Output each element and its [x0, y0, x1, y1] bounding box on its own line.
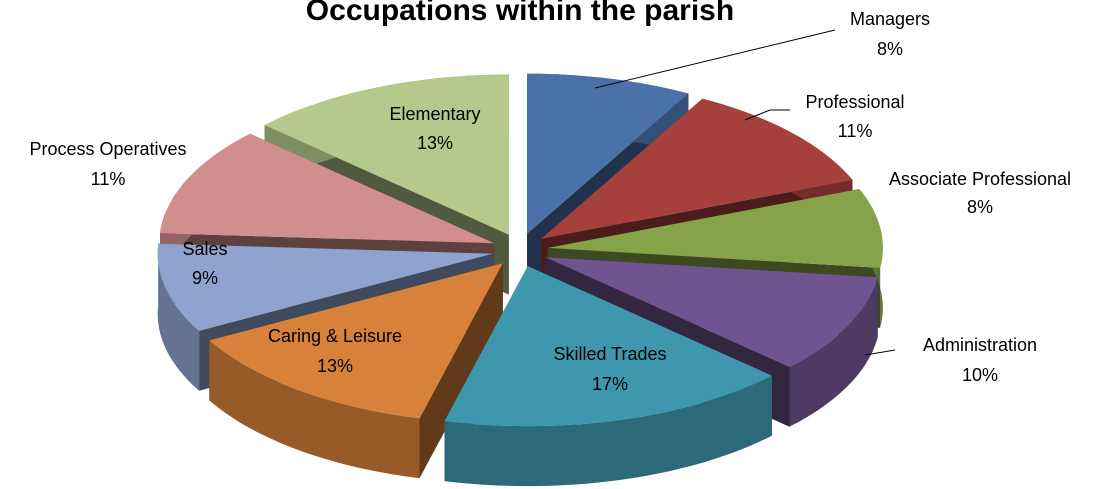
- leader-line: [864, 349, 896, 356]
- leader-line: [744, 109, 790, 121]
- data-label-name: Elementary: [389, 104, 480, 124]
- data-label-value: 13%: [317, 356, 353, 376]
- slice-wall: [157, 243, 200, 391]
- data-label-value: 11%: [838, 121, 873, 141]
- data-label-name: Administration: [923, 335, 1037, 355]
- slice-top: [264, 74, 509, 235]
- data-label-value: 8%: [877, 39, 903, 59]
- slice-top: [547, 189, 883, 268]
- data-label-name: Skilled Trades: [553, 344, 666, 364]
- slice-top: [545, 257, 878, 367]
- data-label-value: 13%: [417, 133, 453, 153]
- data-label-value: 10%: [962, 365, 998, 385]
- data-label-name: Process Operatives: [29, 139, 186, 159]
- data-label-value: 9%: [192, 268, 218, 288]
- slice-top: [527, 73, 689, 234]
- slice: [444, 266, 772, 487]
- data-label-value: 11%: [91, 169, 126, 189]
- slice-wall: [789, 277, 878, 427]
- slice-top: [160, 133, 495, 244]
- data-label-name: Associate Professional: [889, 169, 1071, 189]
- slice-top: [209, 263, 503, 419]
- slice-top: [541, 98, 853, 239]
- data-label-name: Caring & Leisure: [268, 326, 402, 346]
- slice-wall: [444, 375, 772, 487]
- data-label-value: 8%: [967, 197, 993, 217]
- slice-wall: [209, 340, 420, 479]
- slice-top: [444, 266, 772, 427]
- slice: [209, 263, 503, 479]
- data-label-name: Sales: [182, 239, 227, 259]
- data-label-value: 17%: [592, 374, 628, 394]
- slice-top: [157, 243, 493, 331]
- chart-title: Occupations within the parish: [306, 0, 734, 27]
- data-label-name: Professional: [805, 92, 904, 112]
- data-label-name: Managers: [850, 9, 930, 29]
- leader-line: [594, 29, 836, 89]
